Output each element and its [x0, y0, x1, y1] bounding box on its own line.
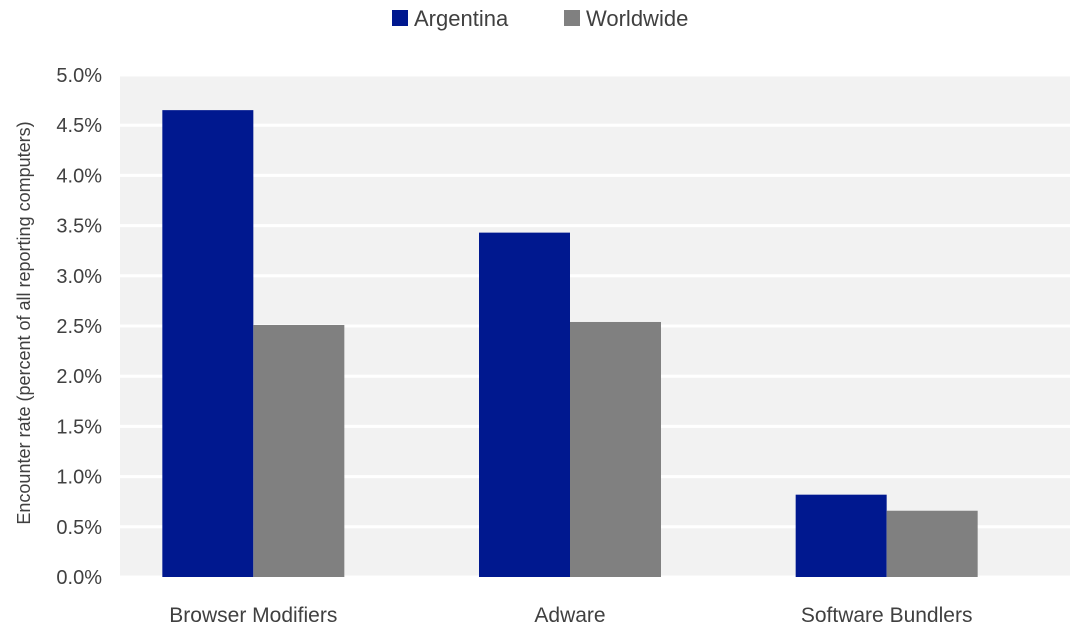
bar-worldwide-browser-modifiers: [253, 324, 345, 577]
y-tick-label: 3.0%: [56, 266, 102, 288]
x-axis-category-labels: Browser Modifiers Adware Software Bundlers: [169, 604, 972, 627]
y-tick-label: 1.5%: [56, 416, 102, 438]
legend: Argentina Worldwide: [392, 6, 688, 31]
y-axis-title: Encounter rate (percent of all reporting…: [14, 121, 34, 524]
legend-swatch-argentina: [392, 10, 408, 26]
x-category-label: Software Bundlers: [801, 604, 973, 627]
legend-label-argentina: Argentina: [414, 6, 509, 31]
y-tick-label: 1.0%: [56, 467, 102, 489]
y-tick-label: 4.5%: [56, 115, 102, 137]
y-tick-label: 0.0%: [56, 567, 102, 589]
x-category-label: Browser Modifiers: [169, 604, 337, 627]
bar-argentina-software-bundlers: [795, 494, 887, 577]
x-category-label: Adware: [534, 604, 605, 627]
y-tick-label: 2.0%: [56, 366, 102, 388]
y-axis-tick-labels: 0.0% 0.5% 1.0% 1.5% 2.0% 2.5% 3.0% 3.5% 4.0% 4.5%…: [56, 65, 102, 589]
bars: [162, 110, 978, 578]
bar-argentina-adware: [479, 232, 570, 578]
bar-argentina-browser-modifiers: [162, 110, 254, 577]
y-tick-label: 2.5%: [56, 316, 102, 338]
bar-worldwide-adware: [570, 321, 661, 577]
legend-label-worldwide: Worldwide: [586, 6, 688, 31]
legend-swatch-worldwide: [564, 10, 580, 26]
y-tick-label: 0.5%: [56, 517, 102, 539]
y-tick-label: 3.5%: [56, 216, 102, 238]
y-tick-label: 5.0%: [56, 65, 102, 87]
y-tick-label: 4.0%: [56, 165, 102, 187]
bar-worldwide-software-bundlers: [886, 510, 978, 577]
